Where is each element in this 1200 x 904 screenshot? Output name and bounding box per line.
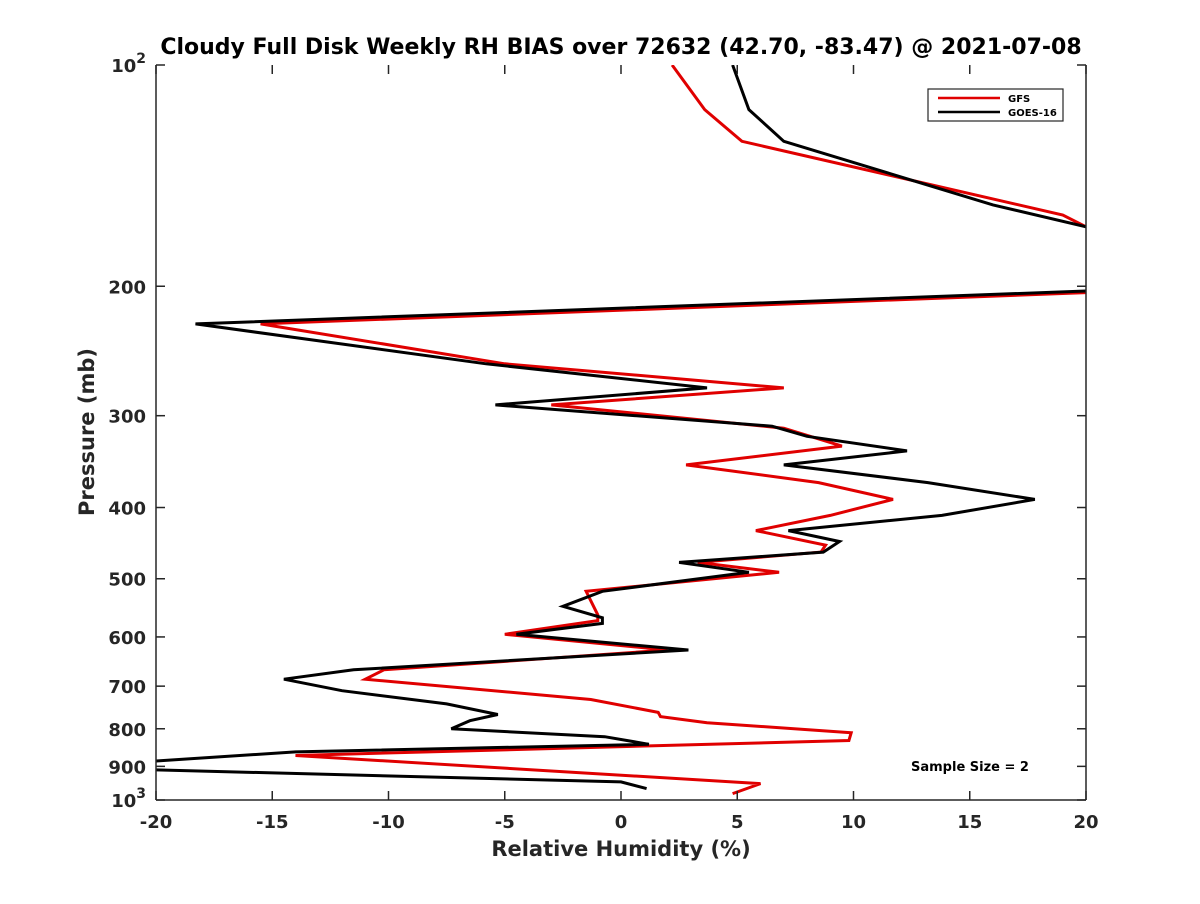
y-axis-label: Pressure (mb) [75, 348, 99, 516]
y-tick-label: 900 [108, 757, 146, 778]
y-tick-label: 102 [111, 51, 146, 77]
y-tick-label: 200 [108, 277, 146, 298]
y-ticks: 102 200 300 400 500 600 700 800 900 103 [108, 51, 1086, 812]
y-tick-label: 800 [108, 720, 146, 741]
x-axis-label: Relative Humidity (%) [491, 837, 750, 861]
y-tick-label: 400 [108, 499, 146, 520]
y-tick-label: 103 [111, 786, 146, 812]
y-tick-label: 300 [108, 407, 146, 428]
x-tick-label: -10 [372, 812, 405, 833]
x-tick-label: -20 [140, 812, 173, 833]
chart-title: Cloudy Full Disk Weekly RH BIAS over 726… [160, 35, 1081, 60]
plot-area [156, 65, 1086, 796]
x-tick-label: 15 [957, 812, 982, 833]
x-tick-label: 20 [1073, 812, 1098, 833]
series-line-goes16 [156, 65, 1086, 791]
sample-size-annotation: Sample Size = 2 [911, 760, 1029, 775]
legend: GFS GOES-16 [927, 88, 1064, 122]
x-tick-label: 0 [615, 812, 628, 833]
y-tick-label: 700 [108, 677, 146, 698]
legend-label-goes16: GOES-16 [1008, 108, 1057, 119]
x-tick-label: -5 [495, 812, 515, 833]
y-tick-label: 600 [108, 628, 146, 649]
legend-label-gfs: GFS [1008, 94, 1030, 105]
x-tick-label: -15 [256, 812, 289, 833]
x-tick-label: 5 [731, 812, 744, 833]
x-ticks: -20 -15 -10 -5 0 5 10 15 20 [140, 65, 1099, 833]
x-tick-label: 10 [841, 812, 866, 833]
y-tick-label: 500 [108, 570, 146, 591]
legend-box [927, 88, 1064, 122]
